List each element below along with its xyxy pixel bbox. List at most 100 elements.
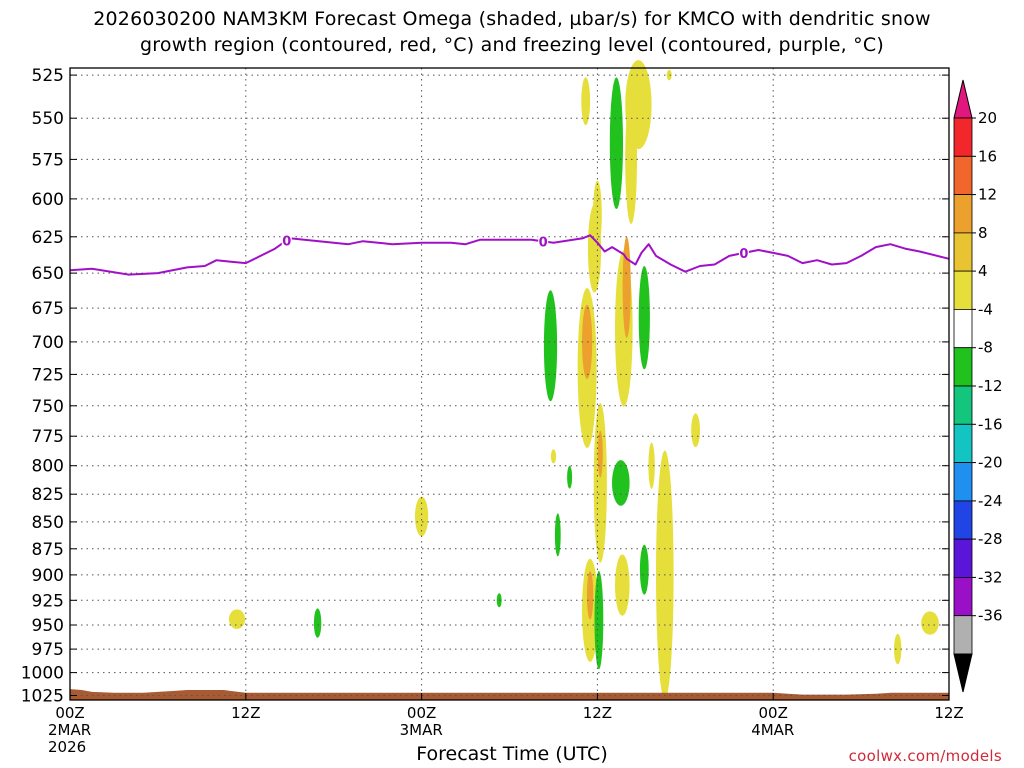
colorbar-label: -32 [978,568,1003,586]
colorbar-label: -12 [978,377,1003,395]
y-tick-label: 525 [32,66,64,86]
omega-region-29 [666,69,672,81]
y-tick-label: 675 [32,299,64,319]
colorbar-swatch [953,232,973,272]
colorbar-swatch [953,385,973,425]
x-tick-date: 3MAR [400,721,443,739]
omega-region-15 [597,430,603,478]
x-axis-label: Forecast Time (UTC) [416,743,608,765]
freezing-level-label: 0 [282,234,291,249]
y-tick-label: 700 [32,333,64,353]
y-tick-label: 1025 [21,687,64,707]
omega-region-0 [228,609,246,629]
colorbar-label: -4 [978,300,993,318]
y-tick-label: 800 [32,457,64,477]
colorbar-label: -36 [978,607,1003,625]
colorbar-swatch [953,194,973,234]
terrain-layer [70,689,949,700]
plot-frame [69,67,950,701]
y-tick-label: 625 [32,228,64,248]
y-tick-label: 650 [32,264,64,284]
x-tick-label: 12Z [934,704,963,722]
y-tick-label: 875 [32,540,64,560]
omega-region-20 [622,236,631,338]
freezing-label-bg [281,233,292,248]
site-footer-link[interactable]: coolwx.com/models [848,747,1002,765]
colorbar-swatch [953,270,973,310]
omega-region-1 [313,608,322,638]
y-tick-label: 775 [32,427,64,447]
colorbar-swatch [953,462,973,502]
freezing-level-line [69,234,950,276]
freezing-level-label: 0 [739,247,748,262]
colorbar-label: 8 [978,224,988,242]
colorbar-label: 16 [978,147,997,165]
omega-region-31 [894,633,902,665]
y-axis: 525 550 575 600 625 650 675 700 725 750 775 800 825 8… [21,66,949,707]
colorbar-swatch [953,155,973,196]
x-tick-label: 12Z [231,704,260,722]
colorbar-swatch [953,117,973,157]
omega-region-5 [550,449,557,464]
y-tick-label: 1000 [21,664,64,684]
y-tick-label: 725 [32,365,64,385]
colorbar: 20 16 12 8 4 -4 -8 -12 -16 -20 -24 -28 -32 -36 [953,79,1003,693]
omega-region-17 [594,571,604,670]
x-tick-label: 00Z [407,704,436,722]
omega-region-30 [691,413,700,448]
omega-region-13 [586,571,594,620]
colorbar-swatch [953,308,973,349]
omega-region-26 [639,544,649,595]
freezing-level-label: 0 [539,235,548,250]
colorbar-label: -16 [978,415,1003,433]
omega-region-14 [593,403,607,563]
y-tick-label: 575 [32,150,64,170]
colorbar-label: -20 [978,454,1003,472]
terrain-fill [70,689,949,700]
x-tick-date: 2MAR [48,721,91,739]
omega-region-18 [609,77,624,209]
omega-region-4 [543,290,558,402]
y-tick-label: 950 [32,616,64,636]
y-tick-label: 925 [32,591,64,611]
x-tick-label: 12Z [583,704,612,722]
colorbar-label: 20 [978,109,997,127]
colorbar-label: 4 [978,262,988,280]
x-tick-label: 00Z [759,704,788,722]
x-tick-label: 00Z [55,704,84,722]
omega-region-25 [638,266,650,370]
omega-region-16 [593,180,602,248]
freezing-level-layer: 0 0 0 [69,233,950,276]
colorbar-bottom-arrow [953,653,973,693]
colorbar-label: -28 [978,530,1003,548]
grid-lines [70,68,949,700]
x-tick-year: 2026 [48,738,86,756]
colorbar-label: -8 [978,339,993,357]
omega-region-27 [648,442,655,489]
y-tick-label: 750 [32,397,64,417]
x-tick-date: 4MAR [751,721,794,739]
omega-region-32 [921,611,939,635]
colorbar-swatch [953,538,973,578]
colorbar-label: -24 [978,492,1003,510]
omega-region-2 [415,496,429,537]
omega-region-6 [554,513,561,557]
omega-region-23 [612,460,630,506]
omega-shading [228,60,939,700]
colorbar-swatch [953,577,973,617]
freezing-label-bg [538,234,549,249]
omega-region-11 [581,77,591,126]
omega-region-24 [625,60,652,150]
omega-region-7 [567,465,573,489]
colorbar-swatch [953,500,973,540]
colorbar-label: 12 [978,186,997,204]
y-tick-label: 900 [32,566,64,586]
y-tick-label: 550 [32,109,64,129]
colorbar-swatch [953,423,973,463]
freezing-label-bg [738,245,749,260]
y-tick-label: 825 [32,485,64,505]
y-tick-label: 850 [32,513,64,533]
y-tick-label: 975 [32,640,64,660]
